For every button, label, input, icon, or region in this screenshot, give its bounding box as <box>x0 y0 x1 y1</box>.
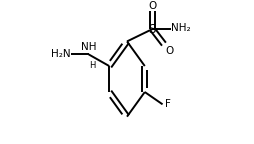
Text: O: O <box>165 46 173 56</box>
Text: F: F <box>165 99 170 109</box>
Text: O: O <box>148 1 156 11</box>
Text: S: S <box>149 23 156 36</box>
Text: NH: NH <box>81 42 97 52</box>
Text: H: H <box>89 61 95 70</box>
Text: H₂N: H₂N <box>51 49 70 59</box>
Text: NH₂: NH₂ <box>171 23 191 33</box>
